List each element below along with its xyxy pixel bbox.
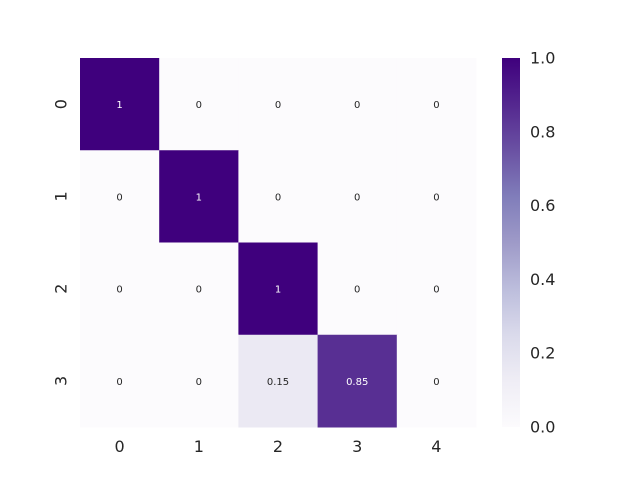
heatmap-cell-2-1 bbox=[159, 242, 239, 336]
cell-label-3-0: 0 bbox=[116, 377, 122, 388]
heatmap-cell-0-1 bbox=[159, 58, 239, 151]
cell-label-0-0: 1 bbox=[116, 100, 122, 111]
colorbar-tick-label-2: 0.4 bbox=[530, 270, 555, 289]
heatmap-cell-0-2 bbox=[238, 58, 319, 151]
heatmap-cells: 1 0 0 0 0 0 1 0 0 0 0 0 1 0 0 0 0 0.15 0.85 0 bbox=[80, 58, 477, 428]
y-tick-label-0: 0 bbox=[52, 99, 71, 109]
cell-label-3-3: 0.85 bbox=[346, 377, 368, 388]
heatmap-cell-3-4 bbox=[396, 334, 477, 428]
heatmap-cell-0-0 bbox=[80, 58, 160, 151]
heatmap-cell-3-2 bbox=[238, 334, 319, 428]
cell-label-0-1: 0 bbox=[196, 100, 202, 111]
cell-label-1-3: 0 bbox=[354, 192, 360, 203]
cell-label-1-1: 1 bbox=[196, 192, 202, 203]
y-tick-label-2: 2 bbox=[52, 284, 71, 294]
colorbar-tick-label-0: 0.0 bbox=[530, 418, 555, 437]
heatmap-cell-2-2 bbox=[238, 242, 319, 336]
heatmap-cell-2-3 bbox=[317, 242, 398, 336]
x-tick-label-2: 2 bbox=[273, 437, 283, 456]
cell-label-3-1: 0 bbox=[196, 377, 202, 388]
heatmap-cell-1-0 bbox=[80, 150, 160, 243]
cell-label-2-2: 1 bbox=[275, 285, 281, 296]
cell-label-1-0: 0 bbox=[116, 192, 122, 203]
heatmap-cell-2-4 bbox=[396, 242, 477, 336]
colorbar-tick-label-4: 0.8 bbox=[530, 122, 555, 141]
cell-label-1-4: 0 bbox=[433, 192, 439, 203]
cell-label-2-3: 0 bbox=[354, 285, 360, 296]
cell-label-3-4: 0 bbox=[433, 377, 439, 388]
cell-label-2-0: 0 bbox=[116, 285, 122, 296]
cell-label-3-2: 0.15 bbox=[267, 377, 289, 388]
x-tick-label-0: 0 bbox=[115, 437, 125, 456]
x-tick-label-1: 1 bbox=[194, 437, 204, 456]
cell-label-0-4: 0 bbox=[433, 100, 439, 111]
heatmap-cell-1-4 bbox=[396, 150, 477, 243]
y-axis-ticks: 0 1 2 3 bbox=[52, 99, 71, 386]
heatmap-cell-1-3 bbox=[317, 150, 398, 243]
heatmap-cell-1-2 bbox=[238, 150, 319, 243]
y-tick-label-3: 3 bbox=[52, 376, 71, 386]
colorbar-gradient bbox=[502, 58, 520, 427]
cell-label-0-3: 0 bbox=[354, 100, 360, 111]
heatmap-cell-1-1 bbox=[159, 150, 239, 243]
colorbar-tick-label-5: 1.0 bbox=[530, 49, 555, 68]
heatmap-cell-0-4 bbox=[396, 58, 477, 151]
y-tick-label-1: 1 bbox=[52, 191, 71, 201]
cell-label-1-2: 0 bbox=[275, 192, 281, 203]
colorbar-tick-label-1: 0.2 bbox=[530, 344, 555, 363]
x-tick-label-3: 3 bbox=[352, 437, 362, 456]
heatmap-cell-0-3 bbox=[317, 58, 398, 151]
x-tick-label-4: 4 bbox=[431, 437, 441, 456]
cell-label-2-4: 0 bbox=[433, 285, 439, 296]
heatmap-cell-3-0 bbox=[80, 334, 160, 428]
colorbar-ticks: 0.0 0.2 0.4 0.6 0.8 1.0 bbox=[530, 49, 555, 437]
heatmap-cell-3-3 bbox=[317, 334, 398, 428]
heatmap-cell-2-0 bbox=[80, 242, 160, 336]
heatmap-cell-3-1 bbox=[159, 334, 239, 428]
colorbar: 0.0 0.2 0.4 0.6 0.8 1.0 bbox=[502, 49, 555, 437]
cell-label-0-2: 0 bbox=[275, 100, 281, 111]
x-axis-ticks: 0 1 2 3 4 bbox=[115, 437, 442, 456]
cell-label-2-1: 0 bbox=[196, 285, 202, 296]
colorbar-tick-label-3: 0.6 bbox=[530, 196, 555, 215]
